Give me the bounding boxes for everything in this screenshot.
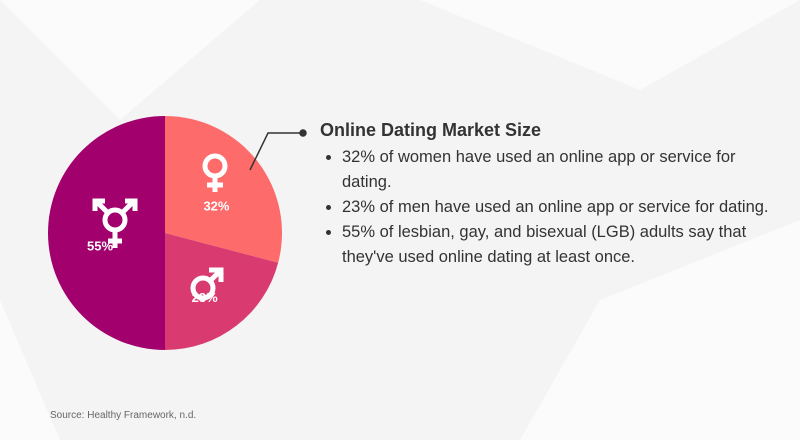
pie-slice <box>165 233 279 350</box>
source: Source: Healthy Framework, n.d. <box>50 410 197 421</box>
bullet-list: 32% of women have used an online app or … <box>320 145 780 270</box>
callout <box>249 129 307 171</box>
female-icon <box>202 153 228 192</box>
pie: 32%23%55% <box>48 116 283 350</box>
bullet: 55% of lesbian, gay, and bisexual (LGB) … <box>342 220 780 270</box>
pie-slice <box>48 116 165 350</box>
bullet: 23% of men have used an online app or se… <box>342 195 780 220</box>
pie-slice <box>165 116 283 263</box>
icons <box>92 153 228 301</box>
slice-label: 32% <box>203 199 229 214</box>
bullet: 32% of women have used an online app or … <box>342 145 780 195</box>
male-icon <box>190 267 224 301</box>
transgender-icon <box>92 198 138 248</box>
text-title: Online Dating Market Size <box>320 120 542 140</box>
text-block: Online Dating Market Size 32% of women h… <box>320 120 780 270</box>
slice-label: 55% <box>87 238 113 253</box>
